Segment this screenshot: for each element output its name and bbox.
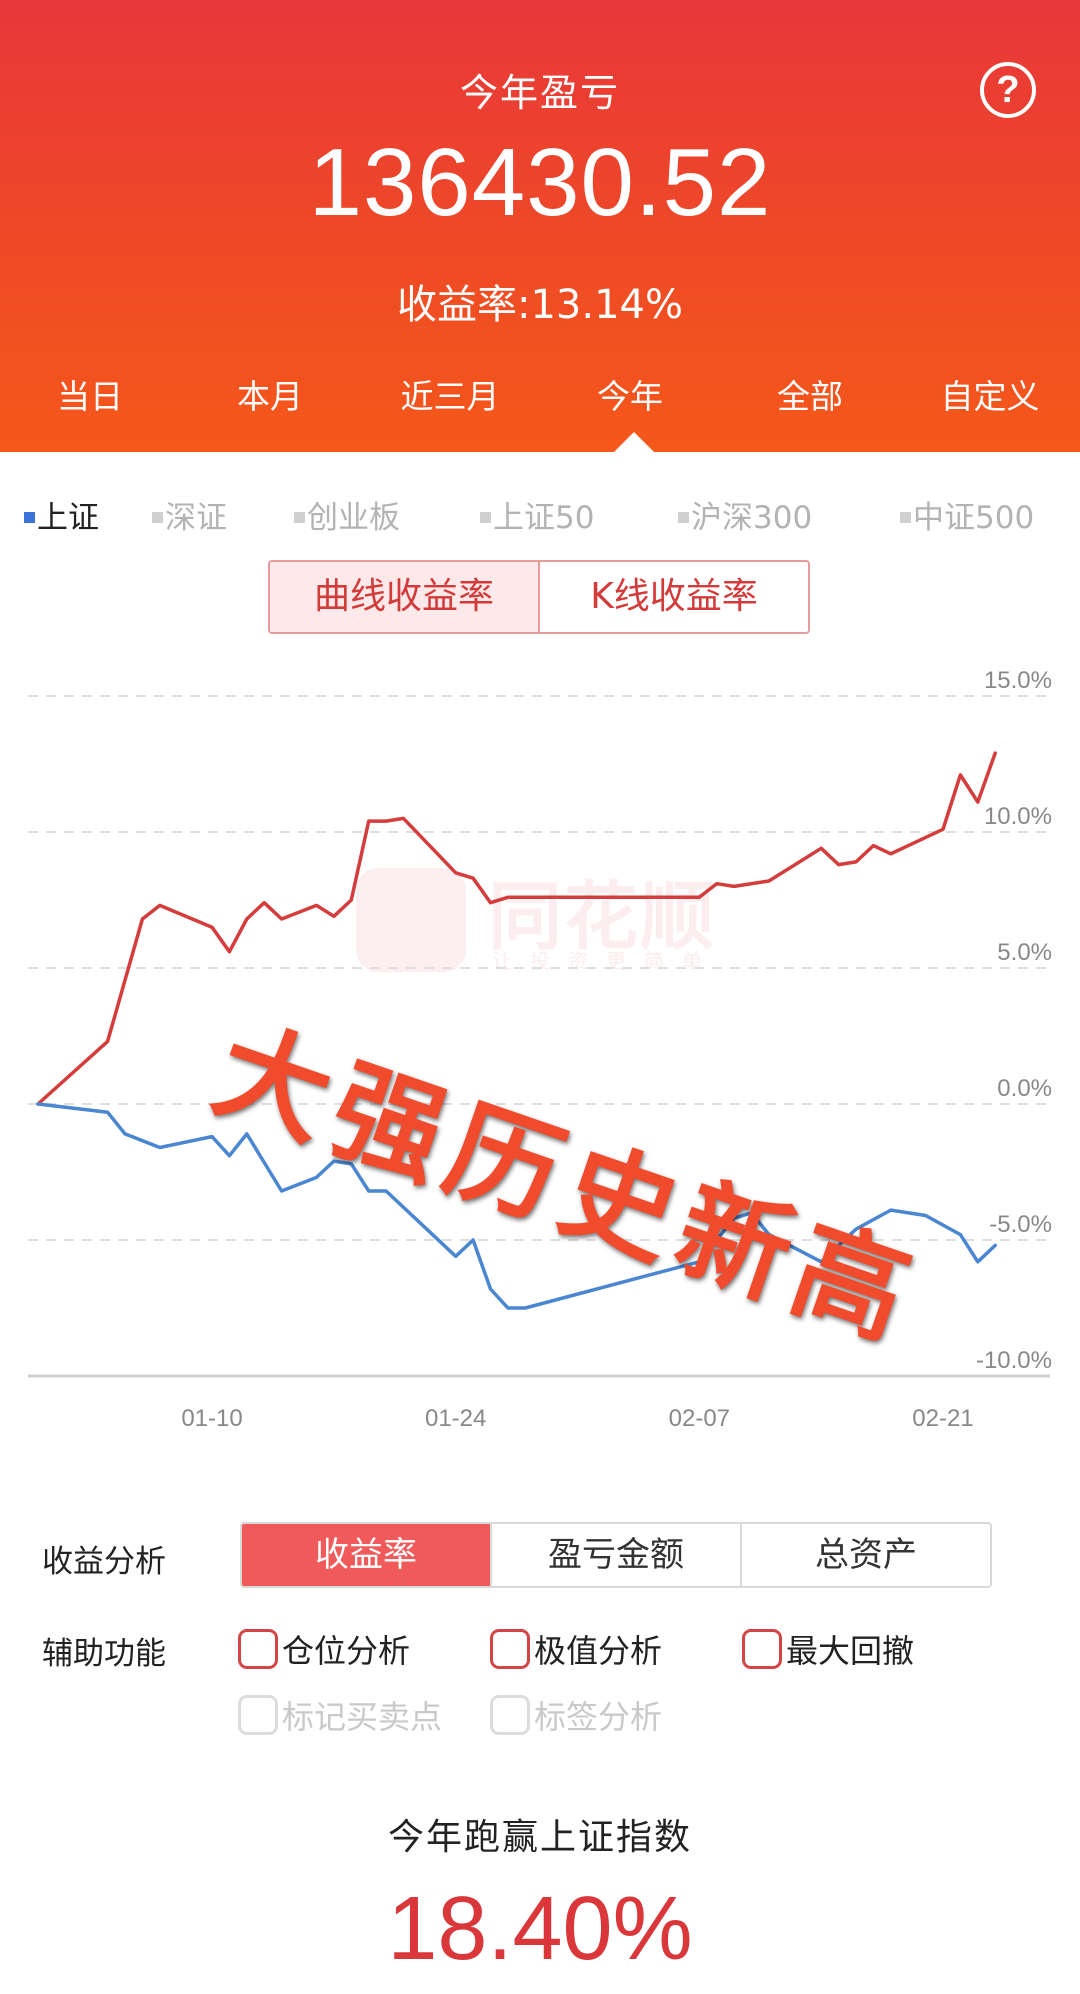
- checkbox-icon: [238, 1695, 278, 1735]
- index-line: [36, 1102, 997, 1310]
- legend-marker-icon: [678, 512, 689, 523]
- watermark-brand: 同花顺: [488, 874, 716, 960]
- profit-amount: 136430.52: [308, 129, 772, 236]
- watermark-logo-icon: [356, 868, 466, 972]
- page-title: 今年盈亏: [459, 71, 620, 115]
- selected-tab-indicator: [614, 432, 654, 452]
- return-chart[interactable]: 同花顺 让投资更简单 15.0% 10.0% 5.0% 0.0% -5.0% -10.0%…: [0, 660, 1080, 1440]
- return-chart-svg: 同花顺 让投资更简单 15.0% 10.0% 5.0% 0.0% -5.0% -10.0%…: [28, 667, 1052, 1432]
- index-shanghai[interactable]: 上证: [24, 492, 99, 537]
- checkbox-icon: [238, 1629, 278, 1669]
- tab-three-months[interactable]: 近三月: [400, 377, 500, 416]
- tab-month[interactable]: 本月: [237, 377, 303, 416]
- legend-marker-icon: [900, 512, 911, 523]
- index-label: 沪深300: [691, 500, 813, 536]
- x-tick-label: 02-21: [912, 1405, 973, 1432]
- series-layer: [36, 751, 997, 1310]
- y-tick-label: -5.0%: [989, 1211, 1052, 1238]
- beat-index-value: 18.40%: [387, 1879, 693, 1979]
- x-tick-label: 01-10: [181, 1405, 242, 1432]
- tab-year[interactable]: 今年: [597, 377, 663, 416]
- checkbox-label: 仓位分析: [282, 1632, 411, 1670]
- index-label: 上证: [37, 500, 99, 536]
- watermark: 同花顺 让投资更简单: [356, 868, 720, 973]
- return-rate: 收益率:13.14%: [397, 282, 683, 328]
- summary-header: 今年盈亏 ? 136430.52 收益率:13.14% 当日 本月 近三月 今年…: [0, 0, 1080, 452]
- beat-index-title: 今年跑赢上证指数: [387, 1817, 692, 1858]
- aux-label: 辅助功能: [42, 1636, 166, 1672]
- y-tick-label: 10.0%: [984, 803, 1052, 830]
- checkbox-icon: [490, 1695, 530, 1735]
- x-tick-label: 02-07: [669, 1405, 730, 1432]
- grid-layer: [28, 695, 1050, 1378]
- tab-today[interactable]: 当日: [57, 377, 123, 416]
- extreme-analysis-checkbox[interactable]: 极值分析: [490, 1626, 662, 1672]
- y-tick-label: 0.0%: [997, 1075, 1052, 1102]
- max-drawdown-checkbox[interactable]: 最大回撤: [742, 1626, 914, 1672]
- curve-return-button[interactable]: 曲线收益率: [270, 562, 540, 632]
- kline-return-button[interactable]: K线收益率: [590, 576, 758, 617]
- checkbox-label: 标签分析: [534, 1698, 663, 1736]
- mark-trades-checkbox: 标记买卖点: [238, 1692, 442, 1738]
- checkbox-icon: [742, 1629, 782, 1669]
- analysis-label: 收益分析: [42, 1544, 166, 1580]
- checkbox-label: 标记买卖点: [282, 1698, 443, 1736]
- chart-mode-toggle: 曲线收益率 K线收益率: [268, 560, 810, 634]
- index-label: 深证: [165, 500, 227, 536]
- index-selector: 上证 深证 创业板 上证50 沪深300 中证500: [0, 492, 1080, 536]
- period-tabs: 当日 本月 近三月 今年 全部 自定义: [0, 370, 1080, 420]
- analysis-selector: 收益率 盈亏金额 总资产: [240, 1522, 992, 1588]
- rate-button[interactable]: 收益率: [242, 1524, 492, 1586]
- legend-marker-icon: [294, 512, 305, 523]
- y-tick-label: -10.0%: [976, 1347, 1052, 1374]
- profit-amount-button[interactable]: 盈亏金额: [492, 1524, 742, 1586]
- y-tick-label: 15.0%: [984, 667, 1052, 694]
- position-analysis-checkbox[interactable]: 仓位分析: [238, 1626, 410, 1672]
- tab-custom[interactable]: 自定义: [940, 377, 1040, 416]
- tab-all[interactable]: 全部: [777, 377, 843, 416]
- checkbox-label: 最大回撤: [786, 1632, 915, 1670]
- x-tick-label: 01-24: [425, 1405, 486, 1432]
- portfolio-line: [36, 751, 997, 1106]
- index-label: 上证50: [493, 500, 595, 536]
- index-label: 创业板: [307, 500, 400, 536]
- help-icon[interactable]: ?: [980, 62, 1036, 118]
- tag-analysis-checkbox: 标签分析: [490, 1692, 662, 1738]
- index-csi500[interactable]: 中证500: [900, 492, 1034, 537]
- label-layer: 15.0% 10.0% 5.0% 0.0% -5.0% -10.0% 01-10 01-24 0…: [181, 667, 1052, 1432]
- y-tick-label: 5.0%: [997, 939, 1052, 966]
- checkbox-label: 极值分析: [534, 1632, 663, 1670]
- index-shenzhen[interactable]: 深证: [152, 492, 227, 537]
- legend-marker-icon: [24, 512, 35, 523]
- watermark-slogan: 让投资更简单: [492, 949, 720, 973]
- index-csi300[interactable]: 沪深300: [678, 492, 812, 537]
- index-sse50[interactable]: 上证50: [480, 492, 594, 537]
- index-label: 中证500: [913, 500, 1035, 536]
- index-chinext[interactable]: 创业板: [294, 492, 400, 537]
- checkbox-icon: [490, 1629, 530, 1669]
- legend-marker-icon: [152, 512, 163, 523]
- total-assets-button[interactable]: 总资产: [815, 1535, 917, 1575]
- legend-marker-icon: [480, 512, 491, 523]
